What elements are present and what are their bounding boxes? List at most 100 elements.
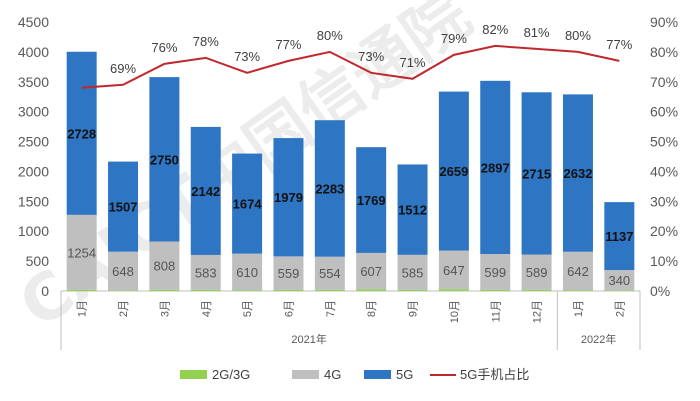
y2-tick-label: 70% (650, 74, 678, 90)
bar-5g-2 (149, 77, 180, 242)
bar-2g-3g-12 (562, 290, 593, 291)
bar-label-4g: 808 (154, 259, 176, 274)
share-label: 73% (358, 49, 384, 64)
x-tick-label: 2月 (614, 300, 626, 317)
x-tick-label: 5月 (242, 300, 254, 317)
y2-tick-label: 40% (650, 163, 678, 179)
bar-label-4g: 583 (195, 265, 217, 280)
bar-label-4g: 589 (526, 265, 548, 280)
bar-label-5g: 2142 (191, 184, 220, 199)
bar-4g-0 (66, 214, 97, 290)
bar-label-5g: 2715 (522, 166, 551, 181)
bar-label-4g: 610 (236, 265, 258, 280)
bar-4g-12 (562, 251, 593, 291)
y-tick-label: 3000 (18, 104, 49, 120)
bar-label-4g: 648 (112, 264, 134, 279)
bar-label-4g: 599 (484, 265, 506, 280)
legend-label: 5G手机占比 (460, 367, 529, 382)
bar-label-4g: 1254 (67, 245, 96, 260)
bar-4g-1 (108, 251, 139, 291)
bar-label-5g: 1137 (605, 229, 633, 244)
y-tick-label: 1500 (18, 193, 49, 209)
share-label: 69% (110, 61, 136, 76)
bar-label-5g: 1979 (274, 190, 303, 205)
legend-label: 2G/3G (212, 367, 250, 382)
bar-5g-6 (314, 120, 345, 257)
bar-2g-3g-11 (521, 289, 552, 291)
bar-5g-7 (356, 147, 387, 253)
bar-4g-4 (232, 253, 263, 291)
y2-tick-label: 30% (650, 193, 678, 209)
legend-swatch (292, 370, 319, 379)
share-label: 77% (606, 37, 632, 52)
bar-2g-3g-13 (604, 290, 635, 291)
year-label: 2022年 (581, 332, 616, 346)
bars (66, 51, 635, 291)
bar-5g-9 (438, 91, 469, 251)
x-tick-label: 1月 (77, 300, 89, 317)
bar-label-4g: 607 (360, 264, 382, 279)
bar-4g-6 (314, 256, 345, 290)
bar-label-5g: 2283 (315, 181, 344, 196)
y-tick-label: 2500 (18, 134, 49, 150)
share-label: 79% (441, 31, 467, 46)
bar-4g-5 (273, 256, 304, 290)
legend-swatch (364, 370, 391, 379)
bar-4g-10 (480, 253, 511, 290)
x-tick-label: 10月 (449, 300, 461, 323)
y2-tick-label: 60% (650, 104, 678, 120)
y2-tick-label: 50% (650, 134, 678, 150)
bar-2g-3g-0 (66, 289, 97, 291)
bar-label-4g: 340 (608, 273, 630, 288)
y2-tick-label: 90% (650, 14, 678, 30)
share-label: 73% (234, 49, 260, 64)
x-tick-label: 11月 (490, 300, 502, 322)
y2-tick-label: 20% (650, 223, 678, 239)
bar-label-5g: 1507 (109, 200, 138, 215)
y-tick-label: 500 (26, 253, 50, 269)
bar-labels: 1254 2728 648 1507 808 2750 583 2142 610 1674 559 1… (67, 126, 633, 288)
bar-2g-3g-4 (232, 290, 263, 291)
y-tick-label: 4000 (18, 44, 49, 60)
share-label: 77% (275, 37, 301, 52)
bar-2g-3g-7 (356, 289, 387, 291)
x-tick-label: 6月 (283, 300, 295, 317)
bar-label-5g: 1512 (398, 203, 427, 218)
bar-5g-5 (273, 138, 304, 257)
bar-2g-3g-9 (438, 289, 469, 291)
share-label: 71% (400, 55, 426, 70)
bar-2g-3g-6 (314, 289, 345, 291)
bar-5g-10 (480, 80, 511, 254)
bar-2g-3g-5 (273, 289, 304, 291)
bar-4g-3 (190, 254, 221, 290)
share-label: 80% (565, 28, 591, 43)
bar-label-5g: 1769 (357, 193, 386, 208)
x-tick-label: 8月 (366, 300, 378, 317)
bar-5g-11 (521, 92, 552, 255)
share-line (81, 44, 620, 89)
bar-label-5g: 2750 (150, 152, 179, 167)
y-tick-label: 1000 (18, 223, 49, 239)
x-tick-label: 9月 (408, 300, 420, 317)
bar-label-4g: 585 (402, 265, 424, 280)
bar-4g-13 (604, 270, 635, 291)
y-tick-label: 0 (41, 283, 49, 299)
bar-label-5g: 2632 (564, 166, 593, 181)
bar-2g-3g-8 (397, 289, 428, 291)
legend-label: 4G (324, 367, 341, 382)
bar-label-5g: 2897 (481, 160, 510, 175)
x-tick-label: 3月 (159, 300, 171, 317)
y-tick-label: 4500 (18, 14, 49, 30)
legend-label: 5G (396, 367, 413, 382)
line-series: 69% 76% 78% 73% 77% 80% 73% 71% 79% 82% 81% 80% 77% (81, 22, 633, 89)
bar-4g-9 (438, 250, 469, 290)
bar-label-4g: 559 (278, 266, 300, 281)
x-tick-label: 1月 (573, 300, 585, 317)
year-label: 2021年 (291, 332, 326, 346)
bar-2g-3g-1 (108, 290, 139, 291)
bar-label-4g: 642 (567, 264, 589, 279)
bar-2g-3g-10 (480, 289, 511, 291)
bar-label-4g: 647 (443, 263, 465, 278)
share-label: 78% (193, 34, 219, 49)
